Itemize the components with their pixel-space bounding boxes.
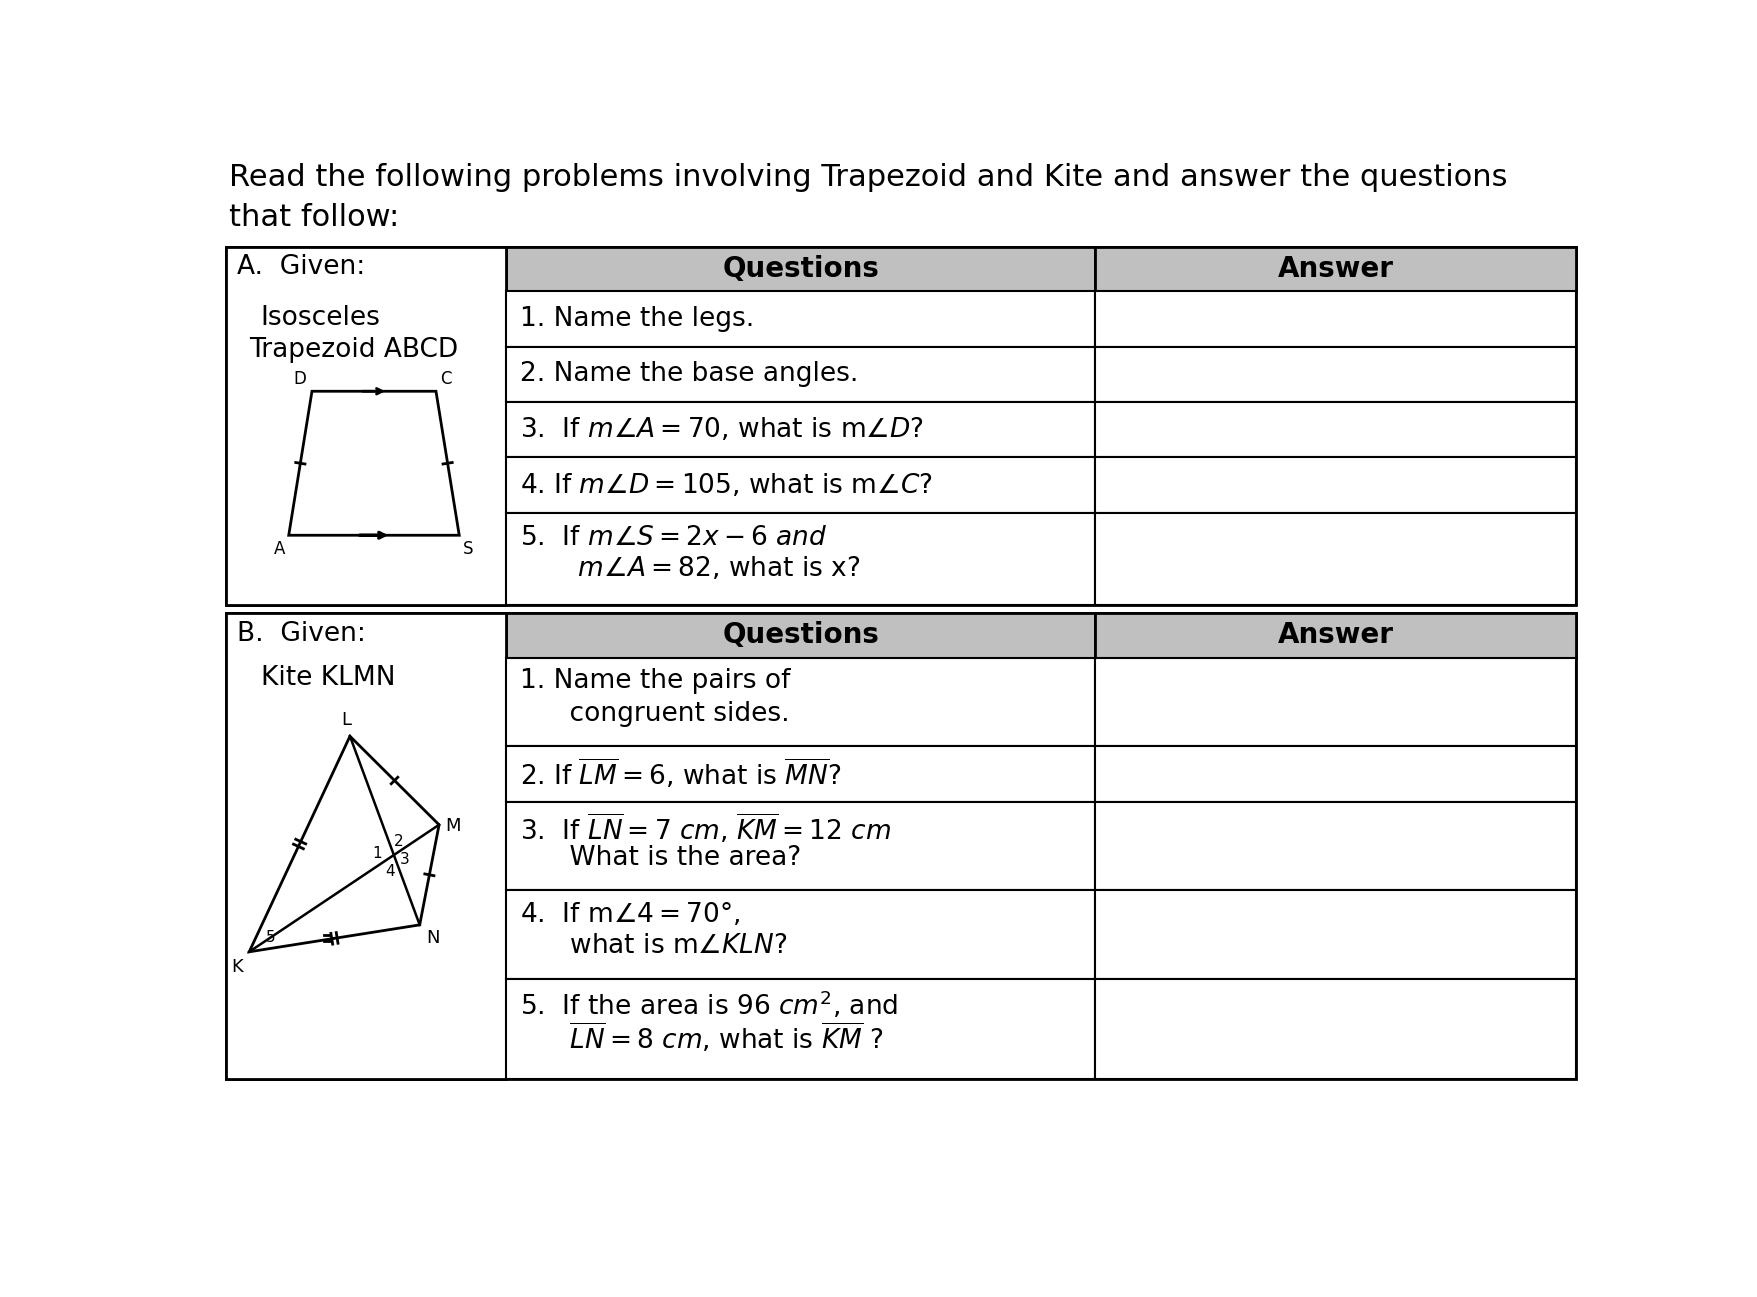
Text: Answer: Answer xyxy=(1277,254,1393,283)
Text: 4.  If m$\angle 4 = 70°$,: 4. If m$\angle 4 = 70°$, xyxy=(520,901,740,927)
Bar xyxy=(506,246,1095,291)
Bar xyxy=(506,979,1095,1079)
Text: N: N xyxy=(425,929,439,947)
Bar xyxy=(506,291,1095,346)
Bar xyxy=(1095,291,1574,346)
Text: congruent sides.: congruent sides. xyxy=(536,700,789,726)
Bar xyxy=(506,802,1095,890)
Bar xyxy=(506,658,1095,746)
Bar xyxy=(1095,402,1574,458)
Text: 2: 2 xyxy=(394,834,402,848)
Bar xyxy=(506,512,1095,606)
Bar xyxy=(506,746,1095,802)
Text: 2. Name the base angles.: 2. Name the base angles. xyxy=(520,362,859,388)
Text: 3.  If $\overline{LN} = 7$ $cm$, $\overline{KM} = 12$ $cm$: 3. If $\overline{LN} = 7$ $cm$, $\overli… xyxy=(520,812,891,846)
Bar xyxy=(1095,512,1574,606)
Text: K: K xyxy=(232,958,242,975)
Text: B.  Given:: B. Given: xyxy=(237,621,365,647)
Bar xyxy=(1095,458,1574,512)
Text: 3: 3 xyxy=(399,852,409,868)
Bar xyxy=(227,246,506,291)
Text: Questions: Questions xyxy=(722,254,878,283)
Bar xyxy=(1095,246,1574,291)
Bar xyxy=(227,613,1574,1079)
Bar xyxy=(227,613,506,1079)
Text: Kite KLMN: Kite KLMN xyxy=(260,665,395,691)
Text: what is m$\angle KLN$?: what is m$\angle KLN$? xyxy=(536,934,787,960)
Bar xyxy=(1095,979,1574,1079)
Text: Trapezoid ABCD: Trapezoid ABCD xyxy=(249,337,459,363)
Text: 4. If $m\angle D = 105$, what is m$\angle C$?: 4. If $m\angle D = 105$, what is m$\angl… xyxy=(520,472,933,499)
Text: A.  Given:: A. Given: xyxy=(237,254,365,280)
Bar xyxy=(1095,658,1574,746)
Text: Read the following problems involving Trapezoid and Kite and answer the question: Read the following problems involving Tr… xyxy=(228,163,1508,192)
Bar xyxy=(227,246,1574,606)
Text: D: D xyxy=(293,370,306,388)
Bar xyxy=(1095,802,1574,890)
Bar xyxy=(1095,890,1574,979)
Text: 5.  If the area is 96 $cm^2$, and: 5. If the area is 96 $cm^2$, and xyxy=(520,990,898,1021)
Bar xyxy=(227,613,506,658)
Bar xyxy=(1095,613,1574,658)
Text: 2. If $\overline{LM} = 6$, what is $\overline{MN}$?: 2. If $\overline{LM} = 6$, what is $\ove… xyxy=(520,757,842,791)
Text: A: A xyxy=(274,540,285,558)
Bar xyxy=(506,402,1095,458)
Bar xyxy=(506,458,1095,512)
Bar xyxy=(506,613,1095,658)
Bar xyxy=(506,346,1095,402)
Text: that follow:: that follow: xyxy=(228,204,399,232)
Text: $\overline{LN} = 8$ $cm$, what is $\overline{KM}$ ?: $\overline{LN} = 8$ $cm$, what is $\over… xyxy=(536,1022,884,1056)
Text: S: S xyxy=(462,540,473,558)
Text: 3.  If $m\angle A = 70$, what is m$\angle D$?: 3. If $m\angle A = 70$, what is m$\angle… xyxy=(520,416,924,444)
Text: 1: 1 xyxy=(372,846,381,861)
Text: 5.  If $m\angle S = 2x - 6$ $and$: 5. If $m\angle S = 2x - 6$ $and$ xyxy=(520,525,828,551)
Bar xyxy=(227,246,506,606)
Text: Answer: Answer xyxy=(1277,621,1393,650)
Text: What is the area?: What is the area? xyxy=(536,844,801,870)
Text: L: L xyxy=(341,711,351,729)
Text: 1. Name the legs.: 1. Name the legs. xyxy=(520,306,754,332)
Text: C: C xyxy=(439,370,452,388)
Text: 4: 4 xyxy=(385,865,395,879)
Bar xyxy=(1095,746,1574,802)
Text: $m\angle A = 82$, what is x?: $m\angle A = 82$, what is x? xyxy=(536,555,859,582)
Text: M: M xyxy=(445,817,460,835)
Text: 1. Name the pairs of: 1. Name the pairs of xyxy=(520,668,791,694)
Text: 5: 5 xyxy=(265,930,276,946)
Bar xyxy=(1095,346,1574,402)
Text: Questions: Questions xyxy=(722,621,878,650)
Text: Isosceles: Isosceles xyxy=(260,305,381,331)
Bar xyxy=(506,890,1095,979)
